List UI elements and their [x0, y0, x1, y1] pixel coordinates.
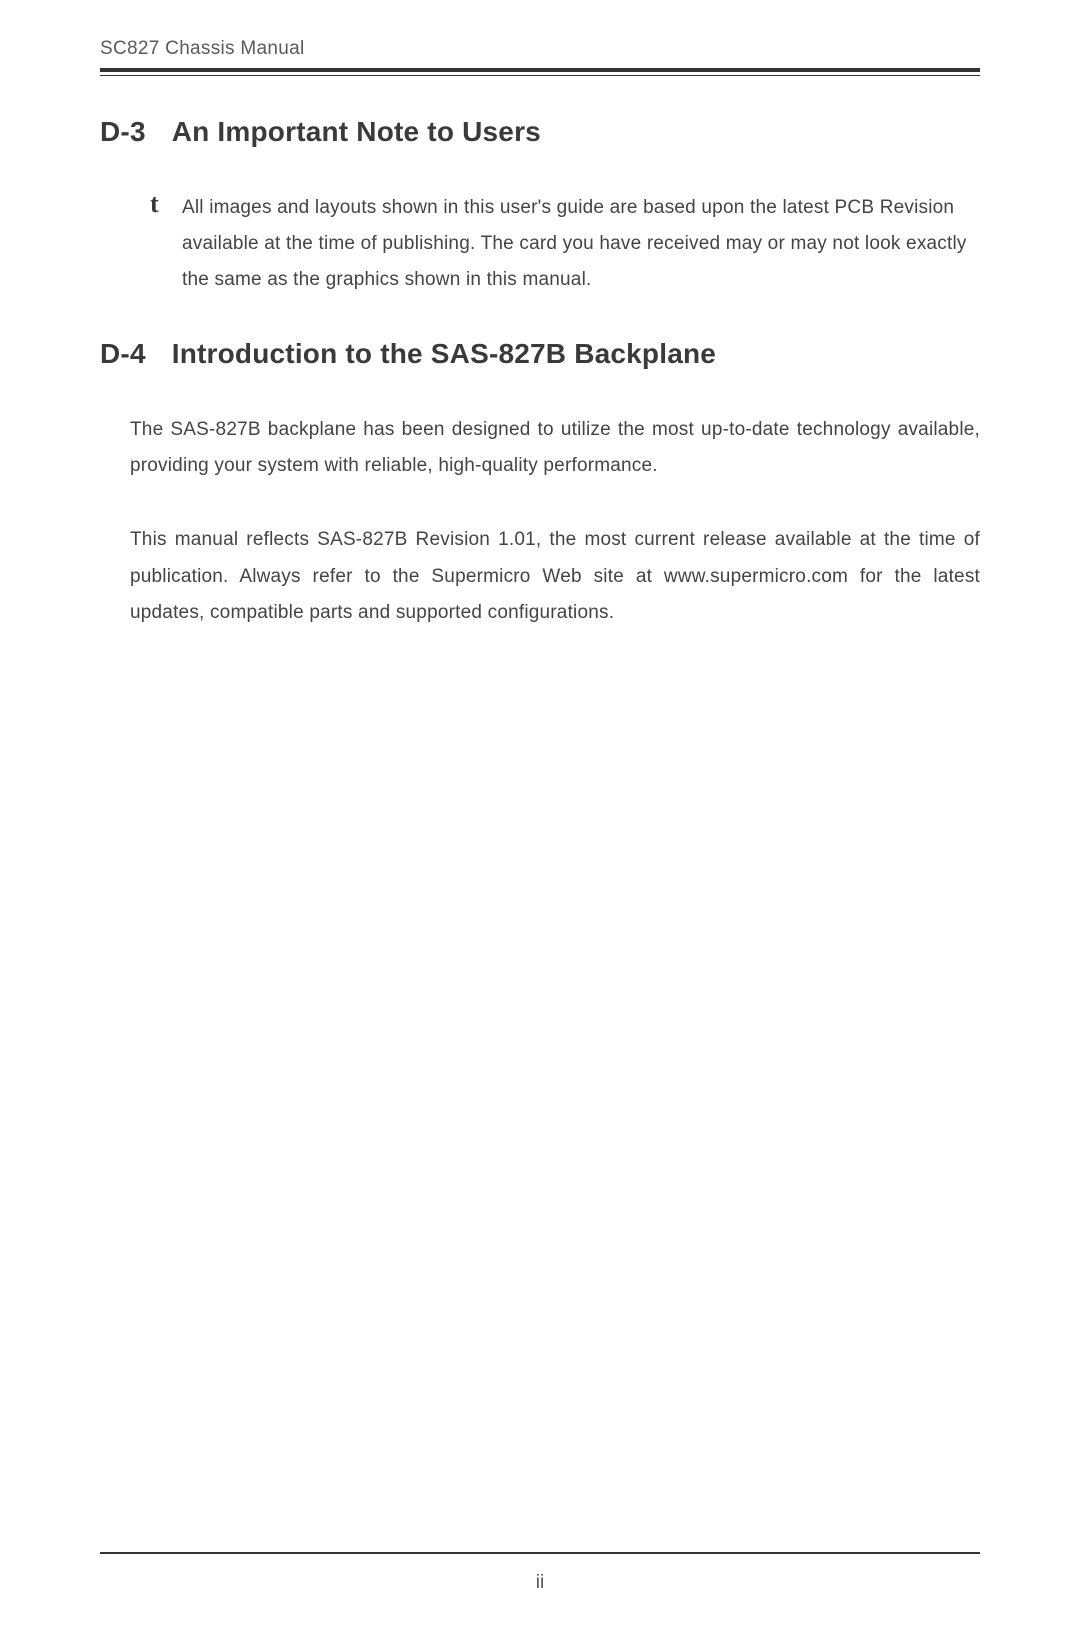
document-page: SC827 Chassis Manual D-3 An Important Not…: [0, 0, 1080, 1650]
section-heading-d3: D-3 An Important Note to Users: [100, 116, 980, 148]
body-paragraph: This manual reflects SAS-827B Revision 1…: [100, 522, 980, 630]
section-title: An Important Note to Users: [172, 116, 541, 147]
page-header: SC827 Chassis Manual: [100, 38, 980, 60]
section-title: Introduction to the SAS-827B Backplane: [172, 338, 716, 369]
list-item: t All images and layouts shown in this u…: [150, 190, 980, 298]
bullet-text: All images and layouts shown in this use…: [182, 190, 980, 298]
section-heading-d4: D-4 Introduction to the SAS-827B Backplan…: [100, 338, 980, 370]
page-footer: ii: [100, 1552, 980, 1594]
bullet-list: t All images and layouts shown in this u…: [100, 190, 980, 298]
section-number: D-3: [100, 116, 146, 148]
page-number: ii: [100, 1572, 980, 1594]
body-paragraph: The SAS-827B backplane has been designed…: [100, 412, 980, 484]
header-double-rule: [100, 68, 980, 76]
bullet-marker-icon: t: [150, 190, 166, 219]
footer-rule: [100, 1552, 980, 1554]
section-number: D-4: [100, 338, 146, 370]
